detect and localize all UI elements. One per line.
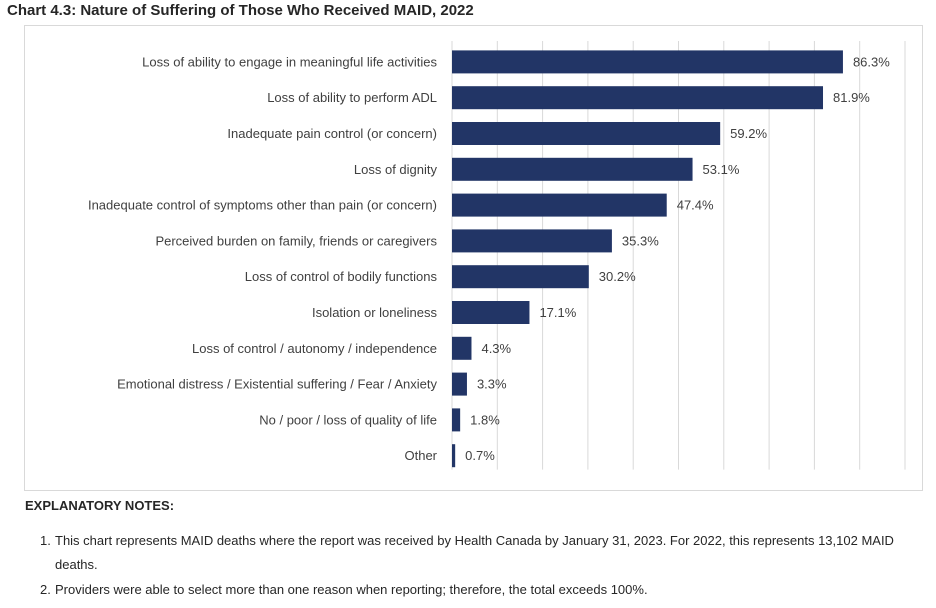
note-item: 2. Providers were able to select more th… <box>40 578 910 602</box>
value-label: 17.1% <box>539 305 576 320</box>
value-label: 86.3% <box>853 54 890 69</box>
category-label: Loss of ability to perform ADL <box>267 90 437 105</box>
bar <box>452 408 461 432</box>
value-label: 35.3% <box>622 233 659 248</box>
category-label: Emotional distress / Existential sufferi… <box>117 377 437 392</box>
bar <box>452 157 693 181</box>
note-text: This chart represents MAID deaths where … <box>55 533 894 572</box>
note-item: 1. This chart represents MAID deaths whe… <box>40 529 910 577</box>
category-label: Isolation or loneliness <box>312 305 438 320</box>
note-number: 1. <box>40 533 51 548</box>
notes-list: 1. This chart represents MAID deaths whe… <box>40 529 910 602</box>
bar <box>452 301 530 324</box>
value-label: 30.2% <box>599 269 636 284</box>
bar <box>452 122 721 145</box>
category-label: Perceived burden on family, friends or c… <box>155 233 437 248</box>
category-label: Loss of control of bodily functions <box>245 269 438 284</box>
category-label: Inadequate pain control (or concern) <box>227 126 437 141</box>
notes-heading: EXPLANATORY NOTES: <box>25 498 175 513</box>
value-label: 0.7% <box>465 448 495 463</box>
value-label: 81.9% <box>833 90 870 105</box>
value-labels: 86.3% 81.9% 59.2% 53.1% 47.4% 35.3% 30.2% 17.1%… <box>465 54 890 463</box>
bar <box>452 444 456 468</box>
category-label: Other <box>404 448 437 463</box>
value-label: 47.4% <box>677 198 714 213</box>
note-text: Providers were able to select more than … <box>55 582 648 597</box>
category-label: Loss of dignity <box>354 162 438 177</box>
category-label: Loss of ability to engage in meaningful … <box>142 54 437 69</box>
category-label: No / poor / loss of quality of life <box>259 412 437 427</box>
category-label: Inadequate control of symptoms other tha… <box>88 198 437 213</box>
value-label: 59.2% <box>730 126 767 141</box>
value-label: 53.1% <box>703 162 740 177</box>
bar <box>452 86 824 110</box>
bars <box>452 50 843 468</box>
gridlines <box>451 41 906 470</box>
chart-title: Chart 4.3: Nature of Suffering of Those … <box>7 2 474 19</box>
bar <box>452 229 612 253</box>
value-label: 3.3% <box>477 377 507 392</box>
bar <box>452 265 589 289</box>
category-label: Loss of control / autonomy / independenc… <box>192 341 437 356</box>
bar <box>452 50 843 74</box>
bar <box>452 336 472 360</box>
bar <box>452 193 667 217</box>
bar-chart: Loss of ability to engage in meaningful … <box>88 41 906 470</box>
value-label: 4.3% <box>481 341 511 356</box>
value-label: 1.8% <box>470 412 500 427</box>
note-number: 2. <box>40 582 51 597</box>
chart-area: Loss of ability to engage in meaningful … <box>24 25 923 491</box>
category-labels: Loss of ability to engage in meaningful … <box>88 54 438 463</box>
bar <box>452 372 467 396</box>
